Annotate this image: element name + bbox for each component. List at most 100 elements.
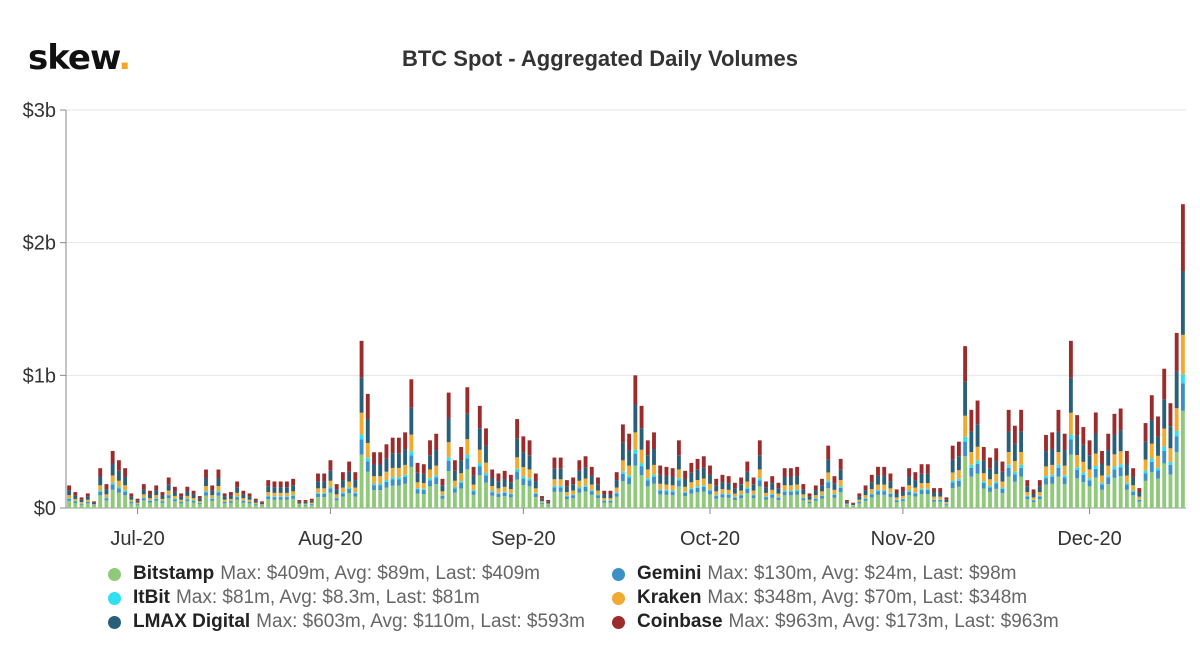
- bar-segment-itbit: [552, 485, 557, 488]
- bar-segment-kraken: [266, 492, 271, 496]
- bar-segment-bitstamp: [278, 499, 283, 508]
- bar-segment-lmax-digital: [844, 501, 849, 504]
- bar-segment-bitstamp: [689, 493, 694, 508]
- bar-stack: [1093, 412, 1098, 508]
- bar-stack: [253, 498, 258, 508]
- bar-segment-itbit: [826, 480, 831, 483]
- bar-segment-bitstamp: [328, 492, 333, 508]
- bar-segment-lmax-digital: [484, 445, 488, 463]
- bar-segment-lmax-digital: [210, 490, 215, 496]
- bar-segment-kraken: [1180, 334, 1185, 375]
- bar-segment-coinbase: [179, 493, 184, 497]
- bar-segment-bitstamp: [1162, 463, 1167, 508]
- legend-item-bitstamp[interactable]: Bitstamp Max: $409m, Avg: $89m, Last: $40…: [108, 563, 540, 585]
- bar-segment-lmax-digital: [1000, 471, 1005, 482]
- bar-segment-kraken: [415, 482, 420, 489]
- bar-stack: [552, 457, 557, 508]
- bar-segment-gemini: [415, 489, 420, 494]
- bar-segment-coinbase: [79, 497, 84, 500]
- bar-segment-kraken: [745, 481, 750, 488]
- bar-segment-bitstamp: [913, 496, 918, 508]
- bar-segment-bitstamp: [1180, 410, 1185, 508]
- bar-segment-gemini: [515, 471, 520, 480]
- bar-segment-kraken: [67, 495, 72, 499]
- bar-segment-gemini: [1025, 496, 1030, 500]
- bar-segment-coinbase: [577, 460, 582, 471]
- bar-segment-bitstamp: [546, 505, 551, 508]
- bar-segment-kraken: [975, 446, 980, 461]
- bar-segment-gemini: [79, 503, 84, 505]
- legend-item-itbit[interactable]: ItBit Max: $81m, Avg: $8.3m, Last: $81m: [108, 587, 480, 609]
- bar-segment-itbit: [639, 463, 644, 467]
- bar-segment-itbit: [726, 493, 731, 495]
- bar-segment-coinbase: [720, 474, 725, 483]
- bar-segment-bitstamp: [676, 486, 681, 508]
- bar-chart: $0 $1b $2b $3b Jul-20 Aug-20 Sep-20 Oct-20 Nov-2…: [23, 100, 1186, 550]
- bar-segment-lmax-digital: [645, 455, 650, 470]
- bar-segment-coinbase: [278, 481, 283, 488]
- bar-segment-kraken: [1156, 455, 1160, 468]
- bar-segment-coinbase: [396, 437, 401, 454]
- legend-item-kraken[interactable]: Kraken Max: $348m, Avg: $70m, Last: $348m: [612, 587, 1027, 609]
- bar-segment-gemini: [123, 491, 128, 496]
- bar-segment-kraken: [882, 484, 887, 490]
- bar-segment-bitstamp: [894, 502, 899, 508]
- bar-segment-kraken: [627, 465, 632, 476]
- bar-segment-itbit: [788, 490, 793, 492]
- bar-segment-coinbase: [1100, 450, 1104, 464]
- bar-segment-lmax-digital: [110, 463, 115, 476]
- legend-marker-icon: [108, 615, 121, 629]
- bar-stack: [564, 480, 569, 508]
- bar-stack: [714, 478, 719, 508]
- bar-segment-coinbase: [869, 474, 874, 483]
- bar-segment-coinbase: [421, 464, 426, 474]
- bar-stack: [807, 493, 812, 508]
- legend-item-gemini[interactable]: Gemini Max: $130m, Avg: $24m, Last: $98m: [612, 563, 1017, 585]
- bar-segment-lmax-digital: [1137, 492, 1142, 497]
- legend-series-name: Gemini: [637, 563, 702, 584]
- bar-segment-lmax-digital: [1174, 371, 1179, 409]
- bar-stack: [720, 474, 725, 508]
- bar-segment-kraken: [708, 483, 712, 490]
- legend-item-coinbase[interactable]: Coinbase Max: $963m, Avg: $173m, Last: $9…: [612, 611, 1059, 633]
- legend-item-lmax-digital[interactable]: LMAX Digital Max: $603m, Avg: $110m, Last…: [108, 611, 585, 633]
- bar-stack: [832, 476, 837, 508]
- bar-segment-itbit: [1087, 478, 1092, 481]
- bar-segment-itbit: [1174, 430, 1179, 437]
- bar-segment-lmax-digital: [888, 481, 893, 489]
- bar-segment-bitstamp: [67, 500, 72, 508]
- bar-segment-coinbase: [334, 484, 339, 490]
- bar-segment-kraken: [614, 487, 619, 493]
- bar-segment-kraken: [1044, 466, 1048, 476]
- bar-segment-lmax-digital: [465, 413, 470, 440]
- bar-segment-coinbase: [85, 493, 90, 497]
- bar-segment-itbit: [558, 485, 563, 488]
- bar-stack: [340, 472, 345, 508]
- bar-segment-lmax-digital: [291, 485, 296, 492]
- bar-segment-itbit: [1025, 495, 1030, 497]
- bar-segment-bitstamp: [309, 505, 314, 508]
- bar-segment-kraken: [571, 490, 576, 495]
- bar-segment-lmax-digital: [826, 459, 831, 473]
- bar-segment-gemini: [764, 497, 768, 500]
- bar-segment-gemini: [876, 491, 880, 495]
- bar-segment-kraken: [788, 485, 793, 491]
- bar-segment-kraken: [994, 473, 999, 482]
- bar-segment-coinbase: [272, 481, 277, 488]
- bar-segment-gemini: [291, 496, 296, 499]
- bar-stack: [620, 424, 625, 508]
- bar-stack: [154, 485, 159, 508]
- bar-stack: [546, 500, 551, 508]
- bar-segment-gemini: [714, 496, 719, 499]
- bar-segment-bitstamp: [291, 498, 296, 508]
- bar-segment-coinbase: [98, 468, 103, 477]
- bar-segment-coinbase: [639, 405, 644, 429]
- bar-segment-gemini: [882, 491, 887, 495]
- bar-segment-lmax-digital: [639, 428, 644, 450]
- bar-segment-gemini: [365, 461, 370, 472]
- bar-segment-bitstamp: [154, 500, 159, 508]
- bar-segment-gemini: [788, 491, 793, 496]
- bar-segment-gemini: [564, 496, 569, 500]
- bar-segment-kraken: [863, 495, 868, 499]
- bar-stack: [1012, 425, 1017, 508]
